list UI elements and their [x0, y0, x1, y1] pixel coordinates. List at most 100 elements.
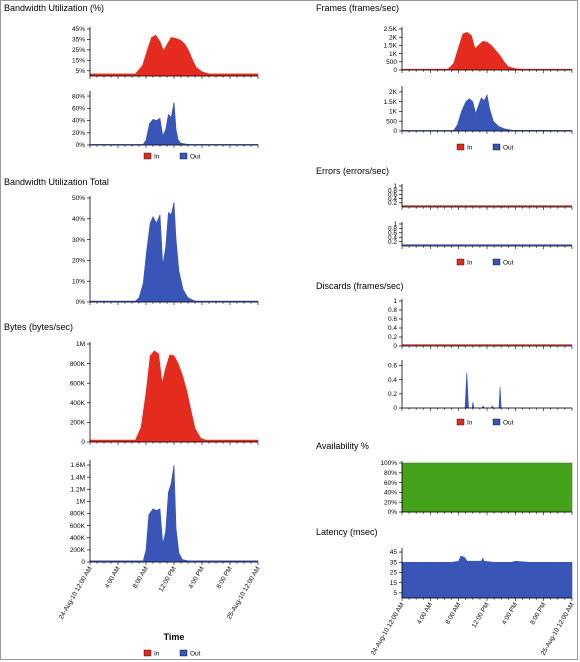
availability-availability-y-tick-label: 80% — [384, 470, 397, 477]
frames-in-y-tick-label: 500 — [386, 59, 397, 66]
bytes-title: Bytes (bytes/sec) — [4, 322, 74, 332]
bytes-out-y-tick-label: 400K — [70, 535, 86, 542]
discards-in-y-tick-label: 0.4 — [388, 325, 397, 332]
time-tick-label: 8:00 AM — [132, 566, 150, 590]
bandwidth_utilization_total-out-y-tick-label: 30% — [72, 237, 85, 244]
frames-title: Frames (frames/sec) — [316, 3, 400, 13]
bandwidth_utilization_total-out-y-tick-label: 20% — [72, 258, 85, 265]
bandwidth_utilization_total-out-y-tick-label: 50% — [72, 195, 85, 202]
errors-title: Errors (errors/sec) — [316, 166, 390, 176]
bytes-out-y-tick-label: 1.2M — [71, 486, 85, 493]
time-tick-label: 24-Aug-10 12:00 AM — [370, 602, 406, 657]
availability-availability-y-tick-label: 60% — [384, 480, 397, 487]
errors-in-y-tick-label: 0.8 — [388, 187, 397, 194]
availability-availability-y-tick-label: 40% — [384, 490, 397, 497]
bandwidth_utilization_total-out-y-tick-label: 40% — [72, 216, 85, 223]
availability-title: Availability % — [316, 441, 369, 451]
availability-availability-area — [401, 462, 573, 513]
bandwidth_utilization-out-y-tick-label: 20% — [72, 130, 85, 137]
bandwidth_utilization_total-out-y-tick-label: 0% — [76, 299, 86, 306]
time-axis-title: Time — [164, 632, 185, 642]
legend-in-swatch — [456, 258, 465, 266]
discards-in-y-tick-label: 1 — [393, 298, 397, 305]
frames-out-y-tick-label: 1K — [389, 109, 398, 116]
legend-out-label: Out — [503, 420, 514, 427]
time-tick-label: 4:00 PM — [188, 566, 206, 590]
time-tick-label: 24-Aug-10 12:00 AM — [58, 566, 94, 621]
legend-in-swatch — [143, 649, 152, 657]
legend-out-label: Out — [503, 145, 514, 152]
time-tick-label: 12:00 PM — [158, 566, 178, 594]
bytes-out-y-tick-label: 800K — [70, 511, 86, 518]
latency-latency-area — [401, 555, 573, 599]
legend-out-swatch — [492, 143, 501, 151]
legend-out-swatch — [179, 649, 188, 657]
availability-availability-y-tick-label: 100% — [380, 460, 397, 467]
bandwidth_utilization-in-y-tick-label: 25% — [72, 47, 85, 54]
errors-out-y-tick-label: 0.6 — [388, 230, 397, 237]
bytes-out-y-tick-label: 1.4M — [71, 474, 85, 481]
legend-in-swatch — [456, 143, 465, 151]
time-tick-label: 8:00 PM — [529, 602, 547, 626]
bandwidth_utilization-out-area — [89, 102, 259, 146]
discards-out-y-tick-label: 0 — [393, 405, 397, 412]
bytes-in-y-tick-label: 1M — [76, 341, 85, 348]
discards-in-y-tick-label: 0.6 — [388, 316, 397, 323]
frames-out-y-tick-label: 0 — [393, 128, 397, 135]
legend-out-swatch — [179, 152, 188, 160]
discards-title: Discards (frames/sec) — [316, 281, 404, 291]
bytes-out-y-tick-label: 1M — [76, 499, 85, 506]
legend-out-label: Out — [190, 651, 201, 658]
bandwidth-utilization-total-title: Bandwidth Utilization Total — [4, 177, 109, 187]
frames-out-y-tick-label: 2K — [389, 89, 398, 96]
discards-out-y-tick-label: 0.4 — [388, 377, 397, 384]
bandwidth_utilization-in-y-tick-label: 45% — [72, 26, 85, 33]
time-tick-label: 4:00 AM — [104, 566, 122, 590]
errors-in-y-tick-label: 0.2 — [388, 200, 397, 207]
legend-in-swatch — [143, 152, 152, 160]
frames-in-area — [401, 31, 573, 71]
bandwidth_utilization-in-y-tick-label: 15% — [72, 58, 85, 65]
bytes-out-y-tick-label: 1.6M — [71, 462, 85, 469]
time-tick-label: 25-Aug-10 12:00 AM — [226, 566, 262, 621]
bandwidth_utilization-in-area — [89, 34, 259, 77]
time-tick-label: 4:00 PM — [501, 602, 519, 626]
errors-out-y-tick-label: 1 — [393, 221, 397, 228]
bandwidth_utilization-in-y-tick-label: 5% — [76, 68, 86, 75]
bandwidth_utilization-out-y-tick-label: 0% — [76, 142, 86, 149]
frames-out-y-tick-label: 1.5K — [384, 99, 398, 106]
frames-in-y-tick-label: 0 — [393, 67, 397, 74]
latency-latency-y-tick-label: 5 — [393, 590, 397, 597]
time-tick-label: 8:00 AM — [444, 602, 462, 626]
discards-out-y-tick-label: 0.2 — [388, 391, 397, 398]
discards-in-y-tick-label: 0.8 — [388, 307, 397, 314]
time-tick-label: 25-Aug-10 12:00 AM — [540, 602, 576, 657]
latency-latency-y-tick-label: 45 — [390, 549, 398, 556]
legend-out-label: Out — [503, 260, 514, 267]
errors-out-y-tick-label: 0.8 — [388, 226, 397, 233]
bandwidth-utilization-title: Bandwidth Utilization (%) — [4, 3, 105, 13]
discards-out-area — [402, 372, 572, 409]
bytes-in-area — [89, 350, 259, 443]
legend-in-label: In — [467, 260, 473, 267]
legend-in-label: In — [467, 145, 473, 152]
legend-in-label: In — [467, 420, 473, 427]
latency-latency-y-tick-label: 15 — [390, 580, 398, 587]
errors-out-y-tick-label: 0.2 — [388, 239, 397, 246]
bytes-out-y-tick-label: 600K — [70, 523, 86, 530]
availability-availability-y-tick-label: 20% — [384, 499, 397, 506]
bandwidth_utilization_total-out-area — [89, 202, 259, 303]
latency-latency-y-tick-label: 25 — [390, 570, 398, 577]
errors-in-y-tick-label: 1 — [393, 183, 397, 190]
bytes-out-area — [89, 464, 259, 563]
bandwidth_utilization-in-y-tick-label: 35% — [72, 37, 85, 44]
bytes-out-y-tick-label: 0 — [81, 559, 85, 566]
time-tick-label: 8:00 PM — [216, 566, 234, 590]
bytes-out-y-tick-label: 200K — [70, 547, 86, 554]
bytes-in-y-tick-label: 800K — [70, 361, 86, 368]
legend-out-label: Out — [190, 154, 201, 161]
time-tick-label: 12:00 PM — [471, 602, 491, 630]
latency-title: Latency (msec) — [316, 527, 378, 537]
